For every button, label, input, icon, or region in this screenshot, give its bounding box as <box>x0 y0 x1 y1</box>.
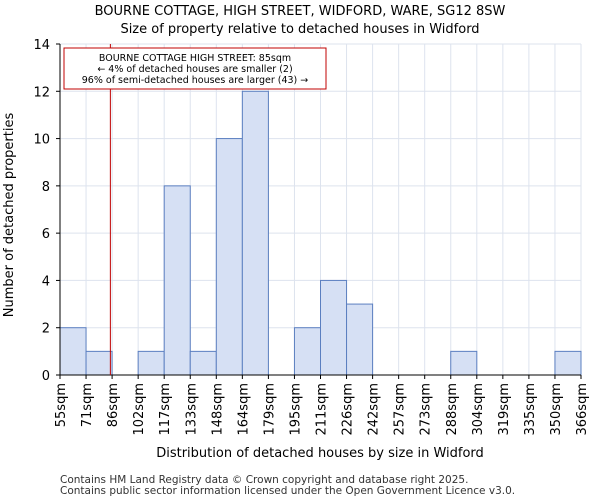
x-tick-label: 179sqm <box>262 383 277 436</box>
x-tick-label: 55sqm <box>54 383 69 427</box>
y-tick-label: 14 <box>33 38 50 53</box>
x-tick-label: 102sqm <box>132 383 147 436</box>
bar <box>137 350 165 376</box>
x-tick-label: 304sqm <box>471 383 486 436</box>
annotation-border <box>63 47 327 90</box>
y-axis-label: Number of detached properties <box>2 113 17 318</box>
x-tick-labels: 55sqm 71sqm 86sqm 102sqm 117sqm 133sqm 148sqm 1… <box>54 375 590 436</box>
annotation-box: BOURNE COTTAGE HIGH STREET: 85sqm ← 4% o… <box>63 47 327 90</box>
bars <box>59 90 582 376</box>
y-tick-label: 6 <box>42 227 50 242</box>
x-tick-label: 71sqm <box>80 383 95 427</box>
y-tick-label: 8 <box>42 180 50 195</box>
x-tick-label: 319sqm <box>497 383 512 436</box>
chart-title: BOURNE COTTAGE, HIGH STREET, WIDFORD, WA… <box>95 4 506 19</box>
x-tick-label: 257sqm <box>393 383 408 436</box>
y-tick-label: 4 <box>42 274 50 289</box>
x-tick-label: 335sqm <box>523 383 538 436</box>
x-tick-label: 350sqm <box>549 383 564 436</box>
x-tick-label: 86sqm <box>106 383 121 427</box>
bar <box>163 185 191 376</box>
footer-line-2: Contains public sector information licen… <box>60 485 515 497</box>
y-tick-labels: 0 2 4 6 8 10 12 14 <box>33 38 60 384</box>
bar <box>346 303 374 376</box>
bar <box>189 350 217 376</box>
x-axis-label: Distribution of detached houses by size … <box>156 446 484 461</box>
x-tick-label: 226sqm <box>341 383 356 436</box>
y-tick-label: 0 <box>42 369 50 384</box>
bar <box>554 350 582 376</box>
bar <box>215 138 243 376</box>
y-tick-label: 10 <box>33 133 50 148</box>
x-tick-label: 117sqm <box>158 383 173 436</box>
bar <box>59 327 87 376</box>
bar <box>450 350 478 376</box>
x-tick-label: 195sqm <box>288 383 303 436</box>
bar <box>241 90 269 376</box>
x-tick-label: 164sqm <box>236 383 251 436</box>
x-tick-label: 288sqm <box>445 383 460 436</box>
x-tick-label: 273sqm <box>419 383 434 436</box>
footer-line-1: Contains HM Land Registry data © Crown c… <box>60 474 468 486</box>
x-tick-label: 366sqm <box>575 383 590 436</box>
y-tick-label: 12 <box>33 85 50 100</box>
annotation-line-2: ← 4% of detached houses are smaller (2) <box>97 64 292 75</box>
x-tick-label: 242sqm <box>367 383 382 436</box>
annotation-line-1: BOURNE COTTAGE HIGH STREET: 85sqm <box>99 53 291 64</box>
x-tick-label: 148sqm <box>210 383 225 436</box>
bar <box>85 350 113 376</box>
bar <box>320 279 348 376</box>
x-tick-label: 211sqm <box>315 383 330 436</box>
chart-subtitle: Size of property relative to detached ho… <box>120 22 479 37</box>
annotation-line-3: 96% of semi-detached houses are larger (… <box>82 75 309 86</box>
y-tick-label: 2 <box>42 322 50 337</box>
bar <box>293 327 322 376</box>
x-tick-label: 133sqm <box>184 383 199 436</box>
